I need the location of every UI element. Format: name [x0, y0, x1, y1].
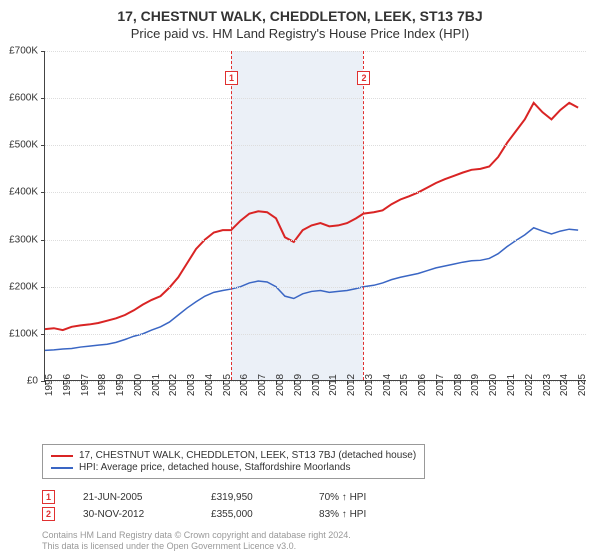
sale-marker-line: [363, 51, 364, 380]
x-axis-label: 1998: [97, 374, 108, 396]
gridline: [45, 192, 586, 193]
gridline: [45, 98, 586, 99]
sale-pct: 70% ↑ HPI: [319, 492, 399, 503]
x-axis-label: 2006: [239, 374, 250, 396]
sale-marker: 2: [42, 507, 55, 521]
x-axis-label: 2017: [435, 374, 446, 396]
gridline: [45, 287, 586, 288]
legend-label: HPI: Average price, detached house, Staf…: [79, 462, 350, 473]
legend-label: 17, CHESTNUT WALK, CHEDDLETON, LEEK, ST1…: [79, 450, 416, 461]
x-axis-label: 2023: [542, 374, 553, 396]
x-axis-label: 2000: [133, 374, 144, 396]
y-axis-label: £600K: [0, 93, 38, 104]
gridline: [45, 51, 586, 52]
x-axis-label: 2007: [257, 374, 268, 396]
sale-price: £319,950: [211, 492, 291, 503]
x-axis-label: 1995: [44, 374, 55, 396]
y-axis-label: £0: [0, 376, 38, 387]
sale-date: 30-NOV-2012: [83, 509, 183, 520]
series-property: [45, 103, 578, 330]
y-axis-label: £100K: [0, 328, 38, 339]
x-axis-label: 2003: [186, 374, 197, 396]
x-axis-label: 2015: [399, 374, 410, 396]
legend-swatch: [51, 467, 73, 469]
x-axis-label: 2016: [417, 374, 428, 396]
chart-title: 17, CHESTNUT WALK, CHEDDLETON, LEEK, ST1…: [0, 8, 600, 24]
x-axis-label: 2008: [275, 374, 286, 396]
x-axis-label: 2022: [524, 374, 535, 396]
sales-table: 1 21-JUN-2005 £319,950 70% ↑ HPI 2 30-NOV-201…: [42, 490, 399, 524]
x-axis-label: 2024: [559, 374, 570, 396]
series-hpi: [45, 228, 578, 351]
x-axis-label: 1996: [62, 374, 73, 396]
y-axis-label: £500K: [0, 140, 38, 151]
sale-pct: 83% ↑ HPI: [319, 509, 399, 520]
sale-marker: 1: [42, 490, 55, 504]
gridline: [45, 240, 586, 241]
x-axis-label: 1997: [80, 374, 91, 396]
x-axis-label: 2021: [506, 374, 517, 396]
footer-line-2: This data is licensed under the Open Gov…: [42, 541, 351, 552]
x-axis-label: 2002: [168, 374, 179, 396]
x-axis-label: 2025: [577, 374, 588, 396]
sale-marker-line: [231, 51, 232, 380]
gridline: [45, 334, 586, 335]
legend: 17, CHESTNUT WALK, CHEDDLETON, LEEK, ST1…: [42, 444, 425, 479]
footer-line-1: Contains HM Land Registry data © Crown c…: [42, 530, 351, 541]
x-axis-label: 2001: [151, 374, 162, 396]
y-axis-label: £200K: [0, 281, 38, 292]
x-axis-label: 2004: [204, 374, 215, 396]
x-axis-label: 2010: [311, 374, 322, 396]
x-axis-label: 2014: [382, 374, 393, 396]
x-axis-label: 2005: [222, 374, 233, 396]
y-axis-label: £700K: [0, 46, 38, 57]
legend-swatch: [51, 455, 73, 457]
y-axis-label: £300K: [0, 234, 38, 245]
x-axis-label: 2012: [346, 374, 357, 396]
x-axis-label: 2018: [453, 374, 464, 396]
legend-row: 17, CHESTNUT WALK, CHEDDLETON, LEEK, ST1…: [51, 450, 416, 461]
sale-row: 1 21-JUN-2005 £319,950 70% ↑ HPI: [42, 490, 399, 504]
x-axis-label: 2013: [364, 374, 375, 396]
x-axis-label: 2011: [328, 374, 339, 396]
x-axis-label: 2019: [470, 374, 481, 396]
chart-area: 12 £0£100K£200K£300K£400K£500K£600K£700K…: [44, 51, 586, 411]
x-axis-label: 1999: [115, 374, 126, 396]
x-axis-label: 2020: [488, 374, 499, 396]
gridline: [45, 145, 586, 146]
footer-attribution: Contains HM Land Registry data © Crown c…: [42, 530, 351, 553]
chart-subtitle: Price paid vs. HM Land Registry's House …: [0, 26, 600, 41]
legend-row: HPI: Average price, detached house, Staf…: [51, 462, 416, 473]
sale-price: £355,000: [211, 509, 291, 520]
sale-date: 21-JUN-2005: [83, 492, 183, 503]
x-axis-label: 2009: [293, 374, 304, 396]
sale-marker-box: 1: [225, 71, 238, 85]
sale-marker-box: 2: [357, 71, 370, 85]
y-axis-label: £400K: [0, 187, 38, 198]
plot-region: 12: [44, 51, 586, 381]
sale-row: 2 30-NOV-2012 £355,000 83% ↑ HPI: [42, 507, 399, 521]
